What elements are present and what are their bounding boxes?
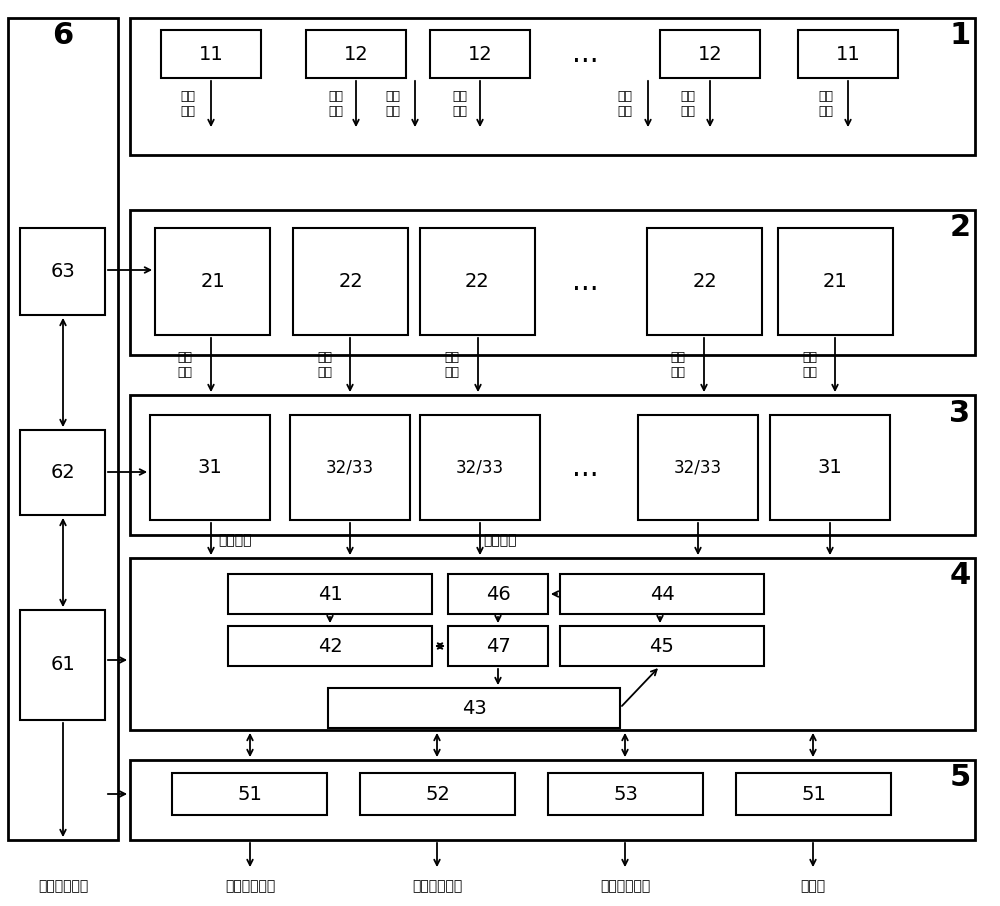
Text: 射频
信号: 射频 信号 [178, 351, 192, 379]
Bar [130, 395, 975, 535]
Text: 63: 63 [50, 262, 75, 281]
Bar [770, 415, 890, 520]
Bar [130, 18, 975, 155]
Text: 43: 43 [462, 699, 486, 718]
Text: 中频信号: 中频信号 [483, 533, 517, 547]
Bar [8, 18, 118, 840]
Bar [130, 760, 975, 840]
Text: 通信
信号: 通信 信号 [618, 90, 633, 118]
Text: 3: 3 [949, 399, 971, 428]
Text: 1: 1 [949, 22, 971, 51]
Bar [20, 228, 105, 315]
Text: 通信
信号: 通信 信号 [328, 90, 344, 118]
Text: 射频
信号: 射频 信号 [670, 351, 686, 379]
Text: 12: 12 [698, 44, 722, 63]
Bar [228, 626, 432, 666]
Text: 11: 11 [836, 44, 860, 63]
Text: 中频信号: 中频信号 [218, 533, 252, 547]
Text: ...: ... [572, 268, 598, 296]
Bar [430, 30, 530, 78]
Text: 45: 45 [650, 637, 674, 656]
Text: 22: 22 [692, 272, 717, 291]
Bar [161, 30, 261, 78]
Bar [290, 415, 410, 520]
Bar [328, 688, 620, 728]
Bar [638, 415, 758, 520]
Text: 22: 22 [338, 272, 363, 291]
Bar [448, 574, 548, 614]
Text: 通信
信号: 通信 信号 [386, 90, 400, 118]
Text: 31: 31 [198, 458, 222, 477]
Text: 导航
信号: 导航 信号 [180, 90, 196, 118]
Text: 4: 4 [949, 562, 971, 591]
Bar [560, 574, 764, 614]
Text: 32/33: 32/33 [674, 458, 722, 477]
Text: 直流电源输入: 直流电源输入 [38, 879, 88, 893]
Bar [798, 30, 898, 78]
Text: 导航
信号: 导航 信号 [818, 90, 834, 118]
Text: 12: 12 [344, 44, 368, 63]
Bar [20, 610, 105, 720]
Bar [548, 773, 703, 815]
Bar [778, 228, 893, 335]
Text: 51: 51 [801, 785, 826, 804]
Bar [647, 228, 762, 335]
Bar [560, 626, 764, 666]
Text: 62: 62 [50, 463, 75, 482]
Text: 47: 47 [486, 637, 510, 656]
Bar [306, 30, 406, 78]
Text: 22: 22 [465, 272, 490, 291]
Text: 21: 21 [823, 272, 848, 291]
Bar [228, 574, 432, 614]
Bar [150, 415, 270, 520]
Text: ...: ... [572, 454, 598, 482]
Text: 秒脉冲: 秒脉冲 [800, 879, 826, 893]
Bar [130, 210, 975, 355]
Text: 61: 61 [50, 656, 75, 674]
Bar [155, 228, 270, 335]
Text: 46: 46 [486, 584, 510, 603]
Bar [130, 558, 975, 730]
Text: 2: 2 [949, 214, 971, 243]
Bar [736, 773, 891, 815]
Text: 32/33: 32/33 [326, 458, 374, 477]
Bar [360, 773, 515, 815]
Bar [420, 228, 535, 335]
Text: 6: 6 [52, 22, 74, 51]
Bar [20, 430, 105, 515]
Text: 42: 42 [318, 637, 342, 656]
Bar [660, 30, 760, 78]
Text: 通信
信号: 通信 信号 [680, 90, 696, 118]
Text: 射频
信号: 射频 信号 [802, 351, 818, 379]
Text: 11: 11 [199, 44, 223, 63]
Text: ...: ... [572, 40, 598, 68]
Bar [172, 773, 327, 815]
Bar [420, 415, 540, 520]
Text: 44: 44 [650, 584, 674, 603]
Text: 32/33: 32/33 [456, 458, 504, 477]
Text: 数据输入输出: 数据输入输出 [600, 879, 650, 893]
Text: 52: 52 [425, 785, 450, 804]
Text: 41: 41 [318, 584, 342, 603]
Text: 射频
信号: 射频 信号 [444, 351, 460, 379]
Text: 射频
信号: 射频 信号 [318, 351, 332, 379]
Text: 31: 31 [818, 458, 842, 477]
Text: 音频输入输出: 音频输入输出 [225, 879, 275, 893]
Text: 通信
信号: 通信 信号 [452, 90, 468, 118]
Bar [293, 228, 408, 335]
Text: 21: 21 [200, 272, 225, 291]
Text: 数据输入输出: 数据输入输出 [412, 879, 462, 893]
Text: 53: 53 [613, 785, 638, 804]
Bar [448, 626, 548, 666]
Text: 5: 5 [949, 764, 971, 793]
Text: 51: 51 [237, 785, 262, 804]
Text: 12: 12 [468, 44, 492, 63]
